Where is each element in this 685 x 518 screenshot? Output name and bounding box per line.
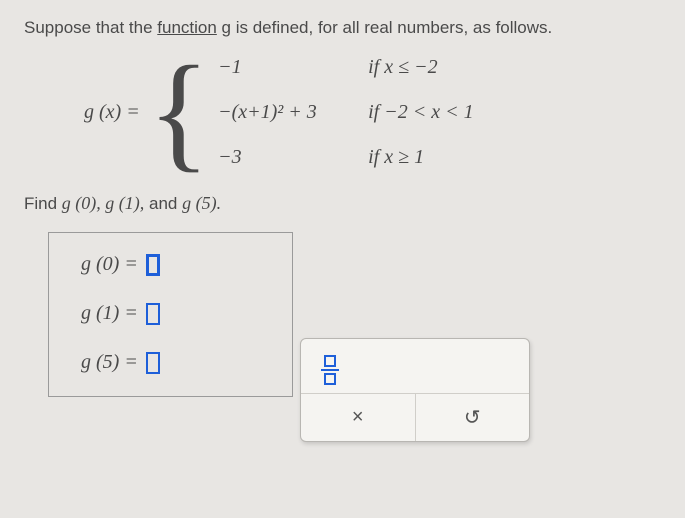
function-link[interactable]: function — [157, 18, 217, 37]
find-items: g (0), g (1), — [62, 193, 144, 213]
case-cond: if x ≤ −2 — [368, 56, 437, 79]
fraction-bar-icon — [321, 369, 339, 371]
intro-suffix: g is defined, for all real numbers, as f… — [217, 18, 552, 37]
fraction-numerator-icon — [324, 355, 336, 367]
answer-label: g (5) = — [81, 351, 138, 374]
math-toolbar: × ↺ — [300, 338, 530, 442]
answers-box: g (0) = g (1) = g (5) = — [48, 232, 293, 397]
toolbar-actions: × ↺ — [301, 393, 529, 441]
answer-row-g1: g (1) = — [81, 302, 274, 325]
answer-input-g5[interactable] — [146, 352, 160, 374]
answer-input-g1[interactable] — [146, 303, 160, 325]
reset-icon: ↺ — [464, 405, 481, 430]
case-row: −1 if x ≤ −2 — [218, 56, 473, 79]
answer-row-g5: g (5) = — [81, 351, 274, 374]
find-instruction: Find g (0), g (1), and g (5). — [24, 193, 661, 214]
close-icon: × — [352, 406, 364, 429]
problem-intro: Suppose that the function g is defined, … — [24, 18, 661, 38]
case-row: −(x+1)² + 3 if −2 < x < 1 — [218, 101, 473, 124]
answer-input-g0[interactable] — [146, 254, 160, 276]
answer-label: g (0) = — [81, 253, 138, 276]
case-cond: if x ≥ 1 — [368, 146, 424, 169]
left-brace: { — [148, 57, 210, 168]
piecewise-definition: g (x) = { −1 if x ≤ −2 −(x+1)² + 3 if −2… — [84, 56, 661, 169]
case-expr: −1 — [218, 56, 368, 79]
case-row: −3 if x ≥ 1 — [218, 146, 473, 169]
toolbar-tools — [301, 339, 529, 393]
find-prefix: Find — [24, 194, 62, 213]
answer-label: g (1) = — [81, 302, 138, 325]
find-last: g (5). — [182, 193, 221, 213]
fraction-denominator-icon — [324, 373, 336, 385]
case-expr: −(x+1)² + 3 — [218, 101, 368, 124]
clear-button[interactable]: × — [301, 394, 416, 441]
piecewise-cases: −1 if x ≤ −2 −(x+1)² + 3 if −2 < x < 1 −… — [218, 56, 473, 169]
piecewise-lhs: g (x) = — [84, 101, 140, 124]
fraction-button[interactable] — [315, 351, 345, 389]
case-expr: −3 — [218, 146, 368, 169]
intro-prefix: Suppose that the — [24, 18, 157, 37]
answer-row-g0: g (0) = — [81, 253, 274, 276]
find-and: and — [144, 194, 182, 213]
reset-button[interactable]: ↺ — [416, 394, 530, 441]
case-cond: if −2 < x < 1 — [368, 101, 473, 124]
